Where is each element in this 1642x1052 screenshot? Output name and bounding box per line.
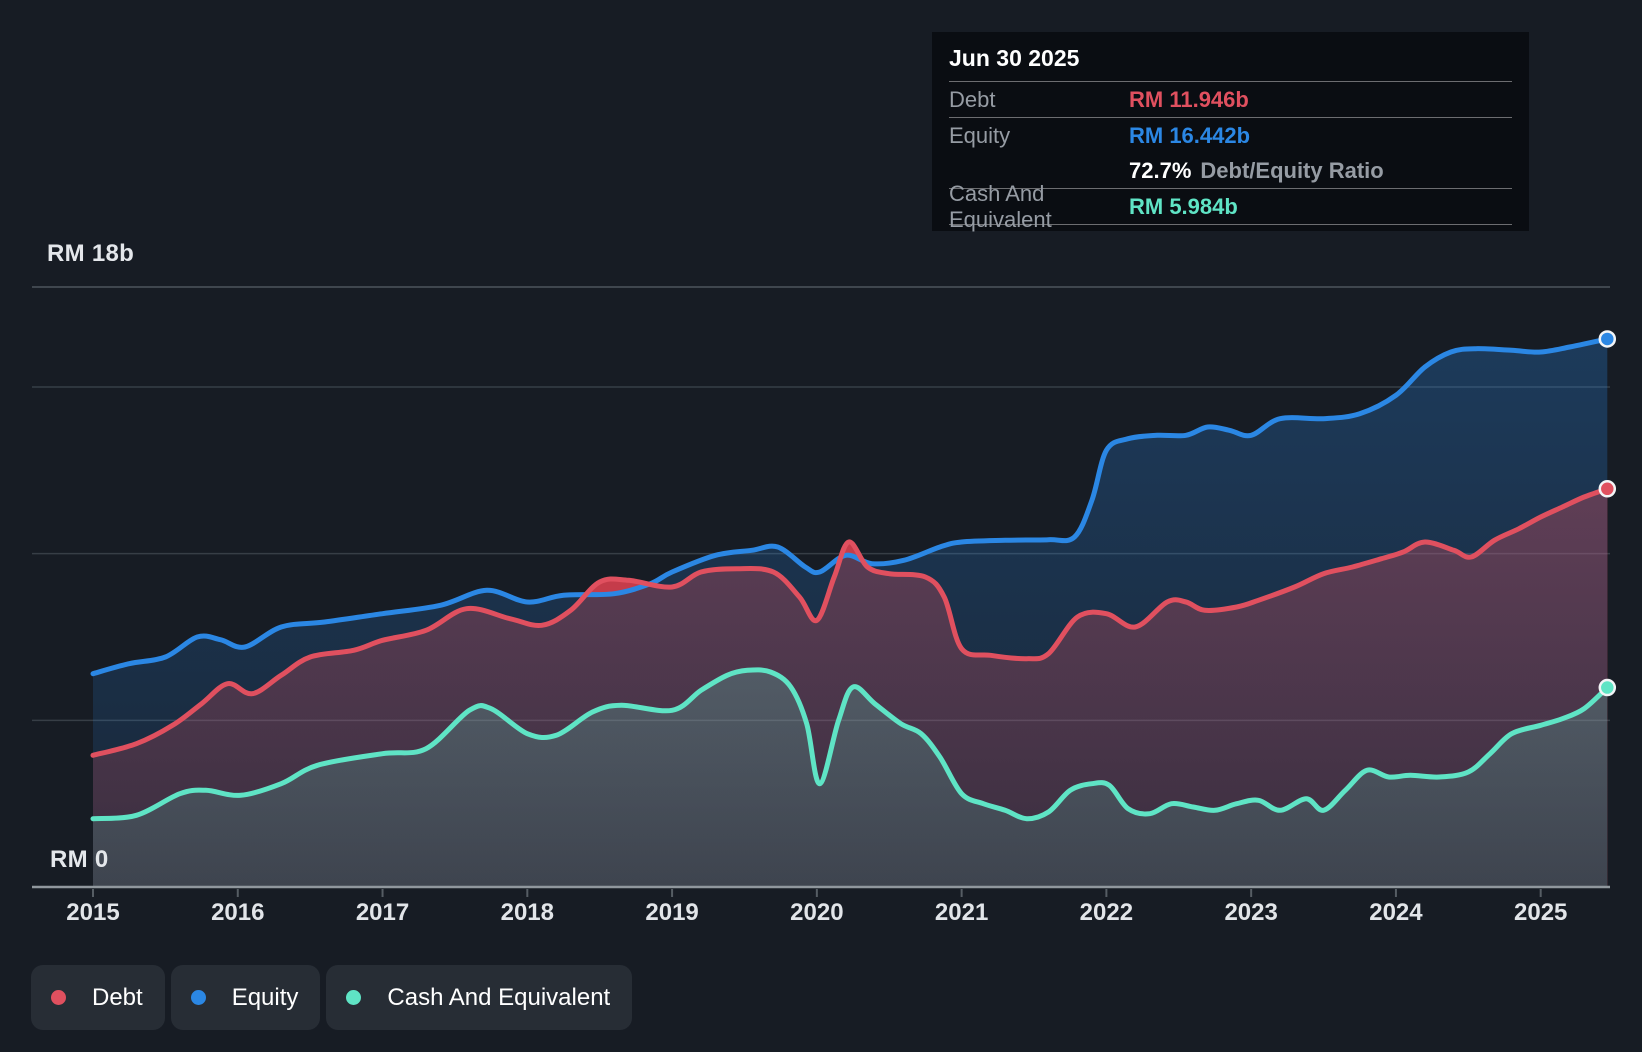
- equity-endpoint-marker[interactable]: [1600, 331, 1615, 346]
- debt-endpoint-marker[interactable]: [1600, 481, 1615, 496]
- legend-cash-label: Cash And Equivalent: [387, 984, 610, 1012]
- tooltip-cash-value: RM 5.984b: [1129, 194, 1238, 220]
- x-label-2015: 2015: [66, 899, 119, 927]
- balance-sheet-chart-page: RM 18b RM 0 2015 2016 2017 2018 2019 2020 2021…: [0, 0, 1642, 1052]
- tooltip-debt-value: RM 11.946b: [1129, 87, 1249, 113]
- tooltip-ratio-value: 72.7%: [1129, 158, 1191, 184]
- x-label-2021: 2021: [935, 899, 988, 927]
- tooltip-equity-row: Equity RM 16.442b: [949, 118, 1512, 153]
- y-axis-top-label: RM 18b: [47, 240, 134, 268]
- tooltip-cash-label: Cash And Equivalent: [949, 181, 1129, 233]
- legend-equity-label: Equity: [232, 984, 299, 1012]
- x-label-2018: 2018: [501, 899, 554, 927]
- x-axis-labels: 2015 2016 2017 2018 2019 2020 2021 2022 2023 2024…: [0, 899, 1642, 929]
- chart-tooltip: Jun 30 2025 Debt RM 11.946b Equity RM 16…: [932, 32, 1529, 231]
- x-label-2019: 2019: [645, 899, 698, 927]
- x-label-2025: 2025: [1514, 899, 1567, 927]
- equity-dot-icon: [191, 990, 206, 1005]
- x-label-2024: 2024: [1369, 899, 1422, 927]
- x-label-2022: 2022: [1080, 899, 1133, 927]
- legend-item-cash[interactable]: Cash And Equivalent: [326, 965, 632, 1030]
- tooltip-date: Jun 30 2025: [949, 32, 1512, 82]
- tooltip-cash-row: Cash And Equivalent RM 5.984b: [949, 189, 1512, 225]
- tooltip-debt-label: Debt: [949, 87, 1129, 113]
- x-label-2017: 2017: [356, 899, 409, 927]
- tooltip-debt-row: Debt RM 11.946b: [949, 82, 1512, 118]
- tooltip-equity-label: Equity: [949, 123, 1129, 149]
- legend: Debt Equity Cash And Equivalent: [31, 965, 632, 1030]
- legend-item-debt[interactable]: Debt: [31, 965, 165, 1030]
- cash-dot-icon: [346, 990, 361, 1005]
- tooltip-ratio-label: Debt/Equity Ratio: [1200, 158, 1383, 184]
- debt-dot-icon: [51, 990, 66, 1005]
- x-label-2020: 2020: [790, 899, 843, 927]
- legend-debt-label: Debt: [92, 984, 143, 1012]
- legend-item-equity[interactable]: Equity: [171, 965, 321, 1030]
- cash-endpoint-marker[interactable]: [1600, 680, 1615, 695]
- x-label-2023: 2023: [1224, 899, 1277, 927]
- y-axis-bottom-label: RM 0: [50, 846, 109, 874]
- tooltip-equity-value: RM 16.442b: [1129, 123, 1250, 149]
- x-label-2016: 2016: [211, 899, 264, 927]
